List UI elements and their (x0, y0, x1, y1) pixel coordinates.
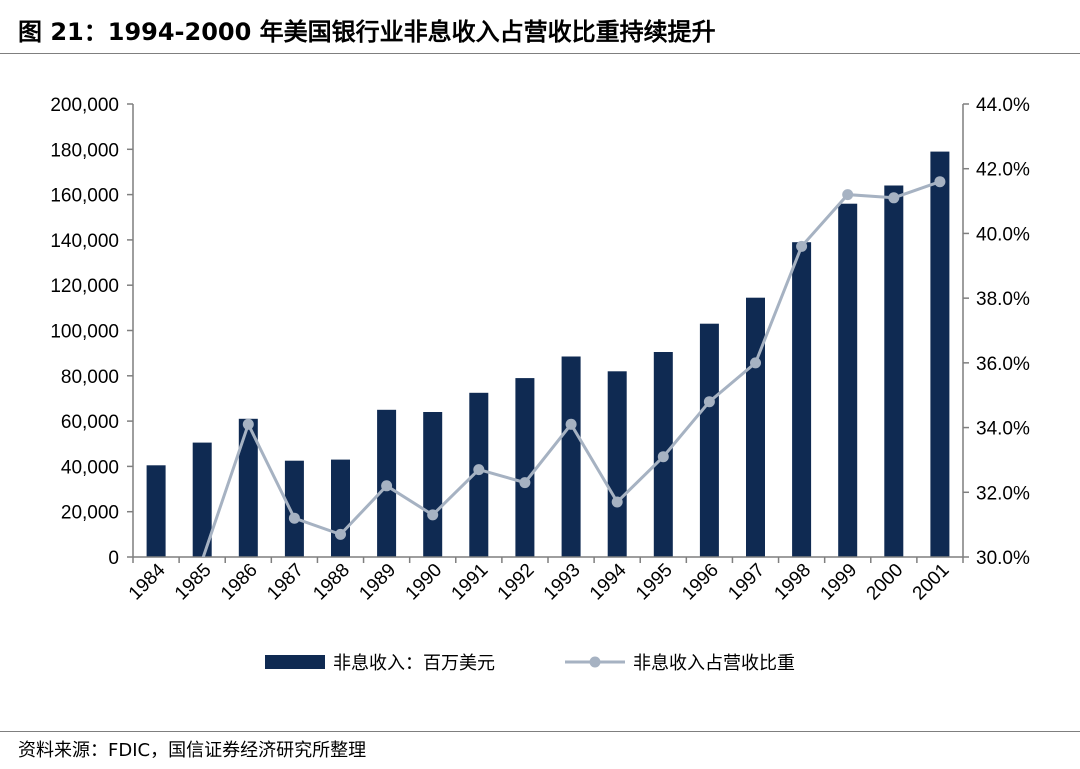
right-axis-tick-label: 44.0% (976, 95, 1030, 116)
bar-2000 (884, 185, 904, 557)
bar-1985 (192, 442, 212, 557)
x-axis-tick-label: 1994 (586, 559, 631, 604)
ratio-point-1996 (703, 396, 715, 408)
x-axis-tick-label: 1986 (217, 560, 262, 605)
x-axis-tick-label: 1991 (448, 560, 493, 605)
ratio-point-2001 (934, 176, 946, 188)
ratio-line (201, 180, 941, 557)
ratio-point-1987 (288, 512, 300, 524)
bar-1998 (792, 242, 812, 557)
ratio-point-1988 (335, 528, 346, 540)
x-axis-tick-label: 1992 (494, 560, 539, 605)
x-axis-tick-label: 1998 (770, 560, 815, 605)
ratio-point-1998 (796, 240, 808, 252)
ratio-point-1993 (565, 418, 577, 430)
x-axis-tick-label: 1996 (678, 560, 723, 605)
x-axis-tick-label: 1985 (171, 560, 216, 605)
x-axis-tick-label: 1995 (632, 560, 677, 605)
left-axis-tick-label: 60,000 (61, 412, 119, 433)
left-axis-tick-label: 20,000 (61, 503, 119, 524)
bar-1994 (607, 371, 627, 557)
legend-line-marker (589, 656, 601, 668)
bar-1988 (331, 459, 350, 557)
ratio-point-1999 (842, 189, 854, 201)
figure-title: 图 21：1994-2000 年美国银行业非息收入占营收比重持续提升 (18, 18, 716, 46)
x-axis-tick-label: 1989 (355, 560, 400, 605)
footer-divider (0, 731, 1080, 732)
ratio-point-1991 (473, 464, 485, 476)
left-axis-tick-label: 180,000 (50, 140, 119, 161)
chart: 0 20,000 40,000 60,000 80,000 100,000 120,000 1… (50, 95, 1030, 673)
x-axis-tick-label: 1997 (724, 560, 769, 605)
ratio-point-2000 (888, 192, 900, 204)
x-axis-tick-label: 1999 (817, 560, 862, 605)
legend-bar-swatch (265, 655, 325, 669)
right-axis-tick-label: 36.0% (976, 354, 1030, 375)
legend-line-label: 非息收入占营收比重 (633, 653, 795, 673)
ratio-point-1989 (381, 480, 393, 492)
bar-1984 (146, 465, 166, 557)
right-axis-tick-label: 40.0% (976, 224, 1030, 245)
bar-1993 (561, 356, 581, 557)
left-axis-tick-label: 200,000 (50, 95, 119, 116)
ratio-point-1997 (750, 357, 761, 369)
right-axis-tick-label: 42.0% (976, 160, 1030, 181)
right-axis-tick-label: 30.0% (976, 548, 1030, 569)
ratio-point-1986 (242, 418, 254, 430)
title-divider (0, 53, 1080, 54)
left-axis-tick-label: 80,000 (61, 367, 119, 388)
ratio-point-1995 (657, 451, 669, 463)
bar-1990 (423, 412, 443, 557)
left-axis-tick-label: 160,000 (50, 186, 119, 207)
bars-layer (146, 151, 950, 557)
bar-1992 (515, 378, 535, 557)
ratio-point-1990 (427, 509, 439, 521)
right-axis-tick-label: 32.0% (976, 483, 1030, 504)
bar-2001 (930, 151, 950, 557)
x-axis-tick-label: 1987 (263, 560, 308, 605)
left-axis-tick-label: 100,000 (50, 322, 119, 343)
ratio-point-1992 (519, 477, 531, 489)
x-axis-tick-label: 2001 (909, 560, 954, 605)
legend-bar-label: 非息收入：百万美元 (333, 653, 495, 673)
left-axis-tick-label: 40,000 (61, 457, 119, 478)
line-layer (201, 176, 946, 557)
x-axis-tick-label: 1984 (125, 559, 170, 604)
line-series (201, 176, 946, 557)
legend: 非息收入：百万美元 非息收入占营收比重 (265, 653, 795, 673)
bar-1987 (284, 460, 304, 557)
left-axis-tick-label: 0 (108, 548, 119, 569)
right-axis-tick-label: 38.0% (976, 289, 1030, 310)
left-axis-tick-label: 140,000 (50, 231, 119, 252)
source-note: 资料来源：FDIC，国信证券经济研究所整理 (18, 740, 367, 761)
bar-1986 (238, 418, 258, 557)
x-axis-tick-label: 1993 (540, 560, 585, 605)
x-axis-tick-label: 1990 (402, 560, 447, 605)
left-axis-tick-label: 120,000 (50, 276, 119, 297)
bar-1997 (746, 297, 765, 557)
bar-1999 (838, 203, 858, 557)
x-axis-tick-label: 1988 (309, 560, 354, 605)
bar-1996 (699, 323, 719, 557)
ratio-point-1994 (611, 496, 623, 508)
right-axis-tick-label: 34.0% (976, 419, 1030, 440)
x-axis-tick-label: 2000 (863, 560, 908, 605)
